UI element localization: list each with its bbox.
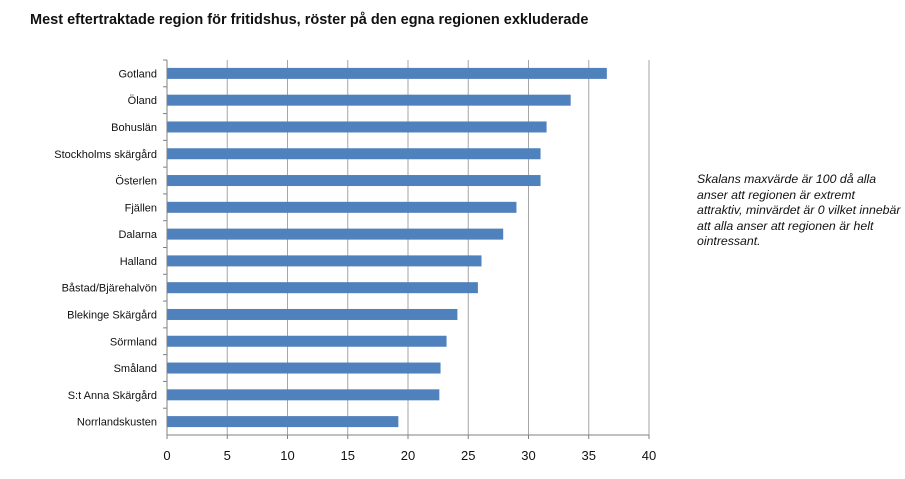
x-tick-label: 0 <box>163 448 170 463</box>
category-label: Stockholms skärgård <box>54 149 157 161</box>
category-labels: Gotland Öland Bohuslän Stockholms skärgård Ö… <box>54 68 158 428</box>
bar <box>167 362 441 374</box>
category-label: Österlen <box>115 176 157 188</box>
x-tick-label: 15 <box>341 448 355 463</box>
bar <box>167 282 478 294</box>
bar <box>167 67 607 79</box>
bar <box>167 201 517 213</box>
category-label: Gotland <box>118 68 157 80</box>
category-label: Båstad/Bjärehalvön <box>62 283 157 295</box>
chart-title: Mest eftertraktade region för fritidshus… <box>30 12 589 28</box>
bar <box>167 148 541 160</box>
x-tick-labels: 0 5 10 15 20 25 30 35 40 <box>163 448 656 463</box>
bar <box>167 175 541 187</box>
category-label: Småland <box>114 363 157 375</box>
x-tick-label: 25 <box>461 448 475 463</box>
bar <box>167 94 571 106</box>
category-label: Bohuslän <box>111 122 157 134</box>
category-label: Blekinge Skärgård <box>67 309 157 321</box>
bar <box>167 389 440 401</box>
category-label: Sörmland <box>110 336 157 348</box>
category-label: Öland <box>128 95 157 107</box>
x-tick-label: 35 <box>582 448 596 463</box>
category-label: S:t Anna Skärgård <box>68 390 157 402</box>
x-tick-label: 20 <box>401 448 415 463</box>
x-tick-label: 10 <box>280 448 294 463</box>
scale-note: Skalans maxvärde är 100 då alla anser at… <box>697 172 901 248</box>
bar <box>167 308 458 320</box>
bar <box>167 228 504 240</box>
gridlines <box>226 60 650 435</box>
category-label: Dalarna <box>118 229 157 241</box>
bar <box>167 121 547 133</box>
category-label: Halland <box>120 256 157 268</box>
category-label: Fjällen <box>125 202 157 214</box>
axes <box>163 59 650 439</box>
x-tick-label: 30 <box>521 448 535 463</box>
bars <box>167 67 607 428</box>
bar <box>167 335 447 347</box>
category-label: Norrlandskusten <box>77 417 157 429</box>
x-tick-label: 5 <box>224 448 231 463</box>
x-tick-label: 40 <box>642 448 656 463</box>
bar <box>167 416 399 428</box>
bar <box>167 255 482 267</box>
